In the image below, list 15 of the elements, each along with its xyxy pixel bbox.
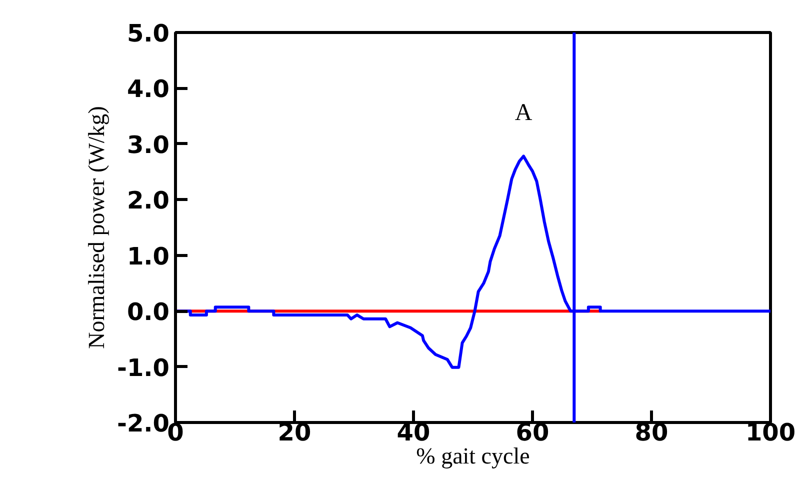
x-tick-label: 0 <box>167 418 184 446</box>
y-axis-title: Normalised power (W/kg) <box>84 106 110 349</box>
annotation: A <box>514 100 533 126</box>
x-tick-label: 80 <box>634 418 668 446</box>
x-axis-title: % gait cycle <box>416 444 530 468</box>
x-tick-label: 60 <box>516 418 550 446</box>
x-tick-label: 40 <box>396 418 430 446</box>
y-tick-label: 0.0 <box>126 298 170 326</box>
x-tick-label: 100 <box>745 418 796 446</box>
y-tick-label: 5.0 <box>126 20 170 48</box>
y-tick-label: 2.0 <box>126 186 170 215</box>
y-tick-label: -1.0 <box>117 354 170 382</box>
y-tick-label: 1.0 <box>126 242 170 270</box>
y-tick-label: 3.0 <box>126 130 170 159</box>
y-tick-label: 4.0 <box>126 75 170 104</box>
